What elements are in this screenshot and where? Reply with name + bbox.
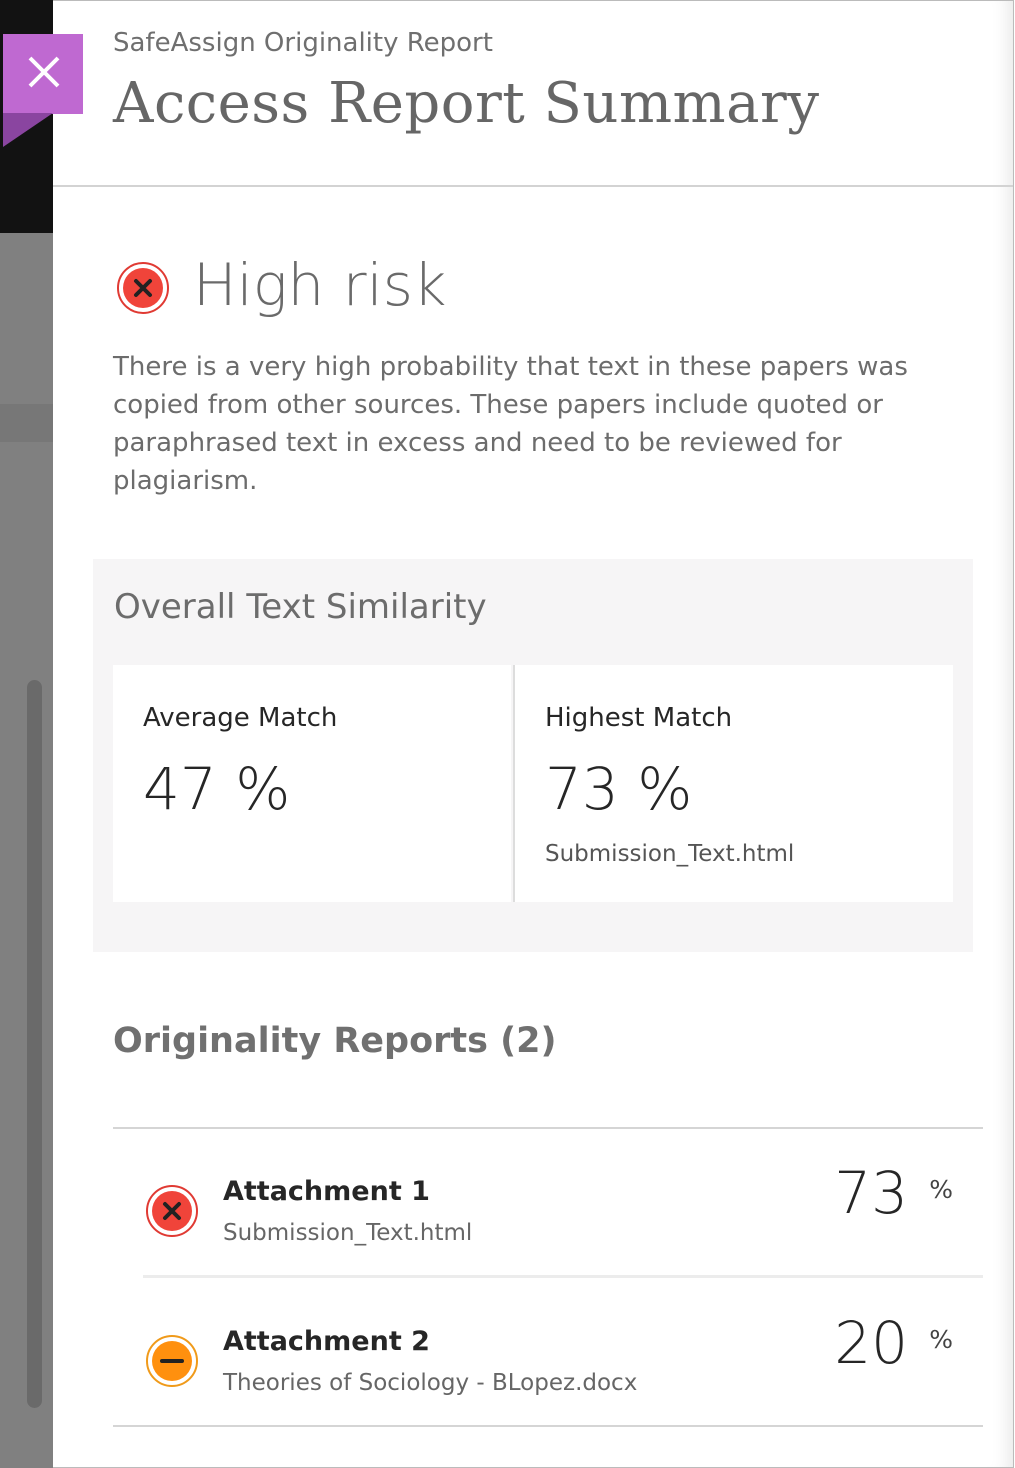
percent-sign: % [929,1325,953,1354]
risk-level: High risk [193,251,447,319]
background-page [0,0,53,1468]
close-button-fold [3,113,53,147]
percent-sign: % [929,1175,953,1204]
attachment-file: Theories of Sociology - BLopez.docx [223,1370,638,1396]
average-match-value: 47 % [143,755,291,823]
divider [143,1275,983,1278]
attachment-name[interactable]: Attachment 1 [223,1176,430,1207]
background-band [0,404,53,442]
header-divider [53,185,1013,187]
page-title: Access Report Summary [113,71,820,136]
average-match-card: Average Match 47 % [113,665,511,902]
warning-minus-icon [146,1335,198,1387]
divider [113,1127,983,1129]
section-title: Overall Text Similarity [114,587,487,627]
attachment-percent: 20 [834,1309,908,1377]
report-panel: SafeAssign Originality Report Access Rep… [53,0,1014,1468]
report-row[interactable]: Attachment 2 Theories of Sociology - BLo… [143,1281,983,1431]
background-scrollbar[interactable] [27,680,42,1408]
risk-description: There is a very high probability that te… [113,352,908,496]
highest-match-label: Highest Match [545,703,733,733]
divider [113,1425,983,1427]
error-x-icon [146,1185,198,1237]
close-panel-button[interactable] [3,34,83,114]
originality-reports-title: Originality Reports (2) [113,1021,557,1061]
attachment-percent: 73 [834,1159,908,1227]
attachment-file: Submission_Text.html [223,1220,473,1246]
panel-subtitle: SafeAssign Originality Report [113,28,493,58]
overall-similarity-section: Overall Text Similarity Average Match 47… [93,559,973,952]
report-row[interactable]: Attachment 1 Submission_Text.html 73 % [143,1131,983,1281]
attachment-name[interactable]: Attachment 2 [223,1326,430,1357]
highest-match-value: 73 % [545,755,693,823]
highest-match-file[interactable]: Submission_Text.html [545,841,795,867]
average-match-label: Average Match [143,703,338,733]
close-icon [28,56,60,88]
error-x-icon [117,262,169,314]
highest-match-card: Highest Match 73 % Submission_Text.html [513,665,953,902]
